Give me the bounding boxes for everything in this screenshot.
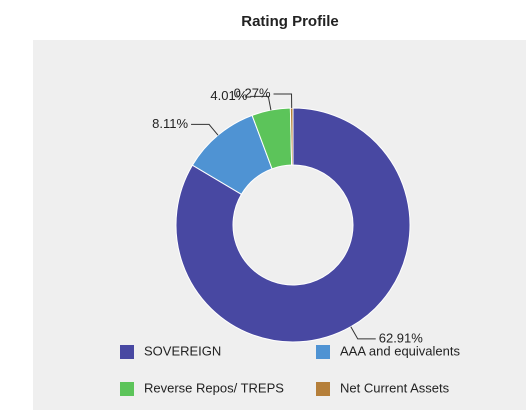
legend-label: Reverse Repos/ TREPS xyxy=(144,380,284,395)
plot-background xyxy=(33,40,526,410)
legend-swatch xyxy=(120,382,134,396)
donut-slice xyxy=(289,107,294,166)
data-label: 62.91% xyxy=(379,330,424,345)
legend-swatch xyxy=(120,345,134,359)
data-label: 0.27% xyxy=(234,85,271,100)
legend-swatch xyxy=(316,345,330,359)
label-connector xyxy=(350,326,376,340)
data-label: 8.11% xyxy=(152,116,188,131)
legend-label: Net Current Assets xyxy=(340,380,450,395)
label-connector xyxy=(250,95,272,111)
donut-slice xyxy=(175,107,411,343)
data-label: 4.01% xyxy=(210,88,247,103)
legend-label: AAA and equivalents xyxy=(340,343,460,358)
chart-title: Rating Profile xyxy=(241,13,339,30)
label-connector xyxy=(191,123,219,136)
label-connector xyxy=(273,93,293,109)
legend-swatch xyxy=(316,382,330,396)
legend-label: SOVEREIGN xyxy=(144,343,221,358)
